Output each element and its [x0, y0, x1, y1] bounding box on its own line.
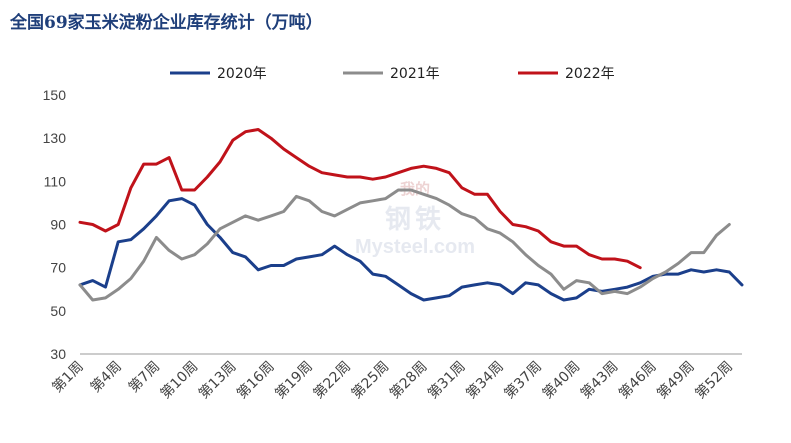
- y-tick-label: 70: [50, 260, 66, 276]
- x-tick-label: 第22周: [310, 358, 354, 402]
- watermark-bot: Mysteel.com: [355, 236, 476, 258]
- chart-lines: [78, 128, 744, 302]
- x-tick-label: 第31周: [424, 358, 468, 402]
- x-tick-label: 第1周: [49, 358, 87, 396]
- x-tick-label: 第37周: [501, 358, 545, 402]
- x-tick-label: 第40周: [539, 358, 583, 402]
- mysteel-watermark: 我的 钢铁 Mysteel.com: [355, 178, 475, 259]
- x-tick-label: 第16周: [233, 358, 277, 402]
- y-tick-label: 150: [43, 87, 67, 103]
- y-tick-label: 50: [50, 303, 66, 319]
- chart-title: 全国69家玉米淀粉企业库存统计（万吨）: [10, 13, 323, 33]
- x-tick-label: 第4周: [87, 358, 125, 396]
- y-tick-label: 130: [43, 130, 67, 146]
- x-tick-label: 第43周: [577, 358, 621, 402]
- legend-label: 2021年: [390, 66, 440, 82]
- y-tick-label: 90: [50, 217, 66, 233]
- x-tick-label: 第34周: [463, 358, 507, 402]
- y-tick-label: 30: [50, 346, 66, 362]
- x-tick-label: 第10周: [157, 358, 201, 402]
- x-tick-label: 第52周: [692, 358, 736, 402]
- series-line-2022年: [78, 128, 642, 270]
- legend-label: 2020年: [217, 66, 267, 82]
- x-tick-label: 第28周: [386, 358, 430, 402]
- x-tick-label: 第25周: [348, 358, 392, 402]
- y-tick-label: 110: [44, 173, 67, 189]
- x-tick-label: 第13周: [195, 358, 239, 402]
- x-tick-label: 第46周: [615, 358, 659, 402]
- watermark-mid: 钢铁: [384, 204, 445, 234]
- series-line-2021年: [78, 188, 731, 302]
- x-tick-label: 第49周: [653, 358, 697, 402]
- x-tick-label: 第19周: [272, 358, 316, 402]
- chart-legend: 2020年 2021年 2022年: [170, 66, 615, 82]
- legend-label: 2022年: [565, 66, 615, 82]
- series-line-2020年: [78, 197, 744, 302]
